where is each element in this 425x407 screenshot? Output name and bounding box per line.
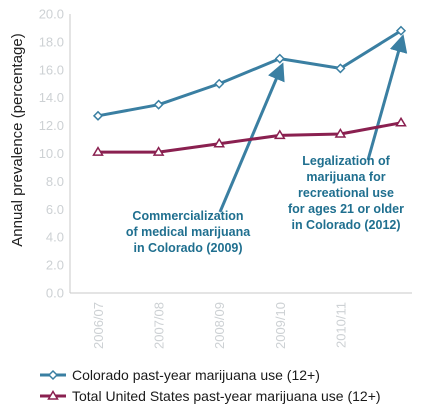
annotation-text: of medical marijuana <box>126 225 251 239</box>
annotation-text: Legalization of <box>302 154 390 168</box>
series-line-colorado <box>97 29 402 118</box>
legend-item-united-states: Total United States past-year marijuana … <box>40 388 381 404</box>
x-tick-labels: 2006/07 2007/08 2008/09 2009/10 2010/11 <box>91 302 348 349</box>
y-tick-label: 0.0 <box>46 286 64 301</box>
y-axis-title: Annual prevalence (percentage) <box>9 33 26 246</box>
y-tick-label: 2.0 <box>46 258 64 273</box>
series-markers <box>92 25 407 156</box>
data-point-united-states <box>334 128 347 138</box>
y-tick-label: 18.0 <box>39 34 64 49</box>
x-tick-label: 2010/11 <box>333 302 348 348</box>
x-tick-label: 2007/08 <box>152 302 167 349</box>
data-point-united-states <box>395 116 407 127</box>
annotation-arrow <box>218 62 285 213</box>
y-tick-label: 16.0 <box>39 62 64 77</box>
data-point-colorado <box>214 78 225 89</box>
data-point-united-states <box>92 146 104 156</box>
y-tick-label: 8.0 <box>46 174 64 189</box>
y-tick-labels: 0.0 2.0 4.0 6.0 8.0 10.0 12.0 14.0 16.0 18.0 20.0 <box>39 7 64 301</box>
y-tick-label: 14.0 <box>39 90 64 105</box>
x-tick-label: 2006/07 <box>91 302 106 349</box>
legend-label-united-states: Total United States past-year marijuana … <box>72 388 381 404</box>
series-line-united-states <box>98 121 402 154</box>
annotation-arrow <box>366 34 408 161</box>
legend-item-colorado: Colorado past-year marijuana use (12+) <box>40 367 320 383</box>
legend-marker-diamond <box>47 369 59 381</box>
legend-label-colorado: Colorado past-year marijuana use (12+) <box>72 367 320 383</box>
data-point-colorado <box>274 53 285 64</box>
annotations: Commercialization of medical marijuana in … <box>126 154 404 255</box>
legend-marker-triangle <box>47 390 59 400</box>
y-tick-label: 4.0 <box>46 230 64 245</box>
data-point-united-states <box>213 137 226 148</box>
series-lines <box>97 29 402 154</box>
data-point-colorado <box>153 99 164 110</box>
y-tick-label: 6.0 <box>46 202 64 217</box>
data-point-united-states <box>152 146 165 156</box>
data-point-colorado <box>92 110 104 121</box>
data-point-colorado <box>335 63 346 74</box>
y-tick-label: 12.0 <box>39 118 64 133</box>
annotation-text: in Colorado (2009) <box>133 241 242 255</box>
annotation-text: marijuana for <box>306 170 385 184</box>
annotation-arrows <box>217 34 408 215</box>
annotation-text: Commercialization <box>132 209 243 223</box>
annotation-text: in Colorado (2012) <box>291 218 400 232</box>
data-point-colorado <box>395 25 407 36</box>
annotation-text: for ages 21 or older <box>288 202 404 216</box>
data-point-united-states <box>273 129 286 140</box>
x-tick-label: 2009/10 <box>273 302 288 349</box>
y-tick-label: 20.0 <box>39 7 64 22</box>
x-tick-label: 2008/09 <box>212 302 227 349</box>
y-tick-label: 10.0 <box>39 146 64 161</box>
legend: Colorado past-year marijuana use (12+) T… <box>40 367 381 404</box>
annotation-text: recreational use <box>298 186 394 200</box>
